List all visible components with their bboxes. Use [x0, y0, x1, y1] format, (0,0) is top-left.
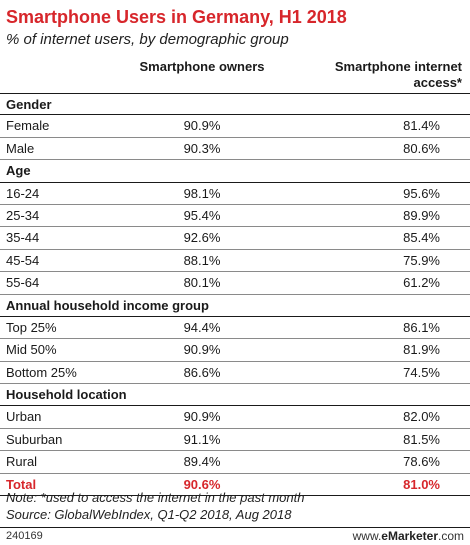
- chart-subtitle: % of internet users, by demographic grou…: [6, 31, 289, 48]
- brand-prefix: www.: [352, 529, 382, 543]
- cell-smartphone-owners: 80.1%: [183, 275, 221, 291]
- row-label: Urban: [6, 409, 42, 425]
- table-group-header: Age: [0, 160, 470, 183]
- brand-name: eMarketer: [381, 529, 438, 543]
- row-label: 35-44: [6, 230, 40, 246]
- table-row: 55-64 80.1% 61.2%: [0, 272, 470, 295]
- row-label: Rural: [6, 454, 38, 470]
- cell-smartphone-internet-access: 80.6%: [403, 140, 440, 156]
- column-header-smartphone-owners: Smartphone owners: [139, 59, 265, 74]
- cell-smartphone-owners: 88.1%: [183, 252, 221, 268]
- row-label: 55-64: [6, 275, 40, 291]
- table-row: Top 25% 94.4% 86.1%: [0, 317, 470, 340]
- cell-smartphone-internet-access: 81.0%: [403, 476, 440, 492]
- chart-source: Source: GlobalWebIndex, Q1-Q2 2018, Aug …: [6, 507, 292, 522]
- chart-note: Note: *used to access the internet in th…: [6, 490, 305, 505]
- row-label: Age: [6, 163, 31, 179]
- data-table: Gender Female 90.9% 81.4% Male 90.3% 80.6% Age 1…: [0, 93, 470, 497]
- cell-smartphone-internet-access: 81.9%: [403, 342, 440, 358]
- chart-title: Smartphone Users in Germany, H1 2018: [6, 7, 347, 27]
- row-label: Gender: [6, 97, 52, 112]
- cell-smartphone-owners: 98.1%: [183, 185, 221, 201]
- cell-smartphone-owners: 90.9%: [183, 409, 221, 425]
- brand-suffix: .com: [437, 529, 464, 543]
- table-row: Bottom 25% 86.6% 74.5%: [0, 362, 470, 385]
- cell-smartphone-internet-access: 61.2%: [403, 275, 440, 291]
- row-label: Suburban: [6, 431, 63, 447]
- cell-smartphone-internet-access: 82.0%: [403, 409, 440, 425]
- chart-id: 240169: [6, 530, 43, 542]
- cell-smartphone-internet-access: 81.5%: [403, 431, 440, 447]
- table-total-row: Total 90.6% 81.0%: [0, 474, 470, 497]
- footer-divider: [0, 527, 470, 528]
- table-row: Suburban 91.1% 81.5%: [0, 429, 470, 452]
- row-label: Female: [6, 118, 50, 134]
- table-row: 45-54 88.1% 75.9%: [0, 250, 470, 273]
- cell-smartphone-owners: 90.9%: [183, 342, 221, 358]
- row-label: Total: [6, 476, 37, 492]
- column-header-smartphone-internet-access: Smartphone internet access*: [334, 59, 462, 90]
- table-row: Rural 89.4% 78.6%: [0, 451, 470, 474]
- row-label: 16-24: [6, 185, 40, 201]
- cell-smartphone-owners: 90.6%: [183, 476, 221, 492]
- row-label: Bottom 25%: [6, 364, 77, 380]
- table-group-header: Gender: [0, 93, 470, 116]
- cell-smartphone-owners: 89.4%: [183, 454, 221, 470]
- cell-smartphone-owners: 86.6%: [183, 364, 221, 380]
- cell-smartphone-internet-access: 86.1%: [403, 319, 440, 335]
- cell-smartphone-internet-access: 85.4%: [403, 230, 440, 246]
- table-group-header: Household location: [0, 384, 470, 407]
- row-label: 25-34: [6, 207, 40, 223]
- cell-smartphone-owners: 90.3%: [183, 140, 221, 156]
- cell-smartphone-internet-access: 95.6%: [403, 185, 440, 201]
- row-label: Mid 50%: [6, 342, 57, 358]
- cell-smartphone-owners: 92.6%: [183, 230, 221, 246]
- row-label: Annual household income group: [6, 297, 209, 313]
- cell-smartphone-internet-access: 75.9%: [403, 252, 440, 268]
- cell-smartphone-internet-access: 74.5%: [403, 364, 440, 380]
- cell-smartphone-internet-access: 89.9%: [403, 207, 440, 223]
- cell-smartphone-owners: 90.9%: [183, 118, 221, 134]
- table-row: 35-44 92.6% 85.4%: [0, 227, 470, 250]
- row-label: Male: [6, 140, 35, 156]
- emarketer-logo: www.eMarketer.com: [353, 529, 464, 543]
- table-row: 25-34 95.4% 89.9%: [0, 205, 470, 228]
- row-label: Household location: [6, 387, 127, 403]
- cell-smartphone-owners: 94.4%: [183, 319, 221, 335]
- table-row: 16-24 98.1% 95.6%: [0, 183, 470, 205]
- table-row: Mid 50% 90.9% 81.9%: [0, 339, 470, 362]
- cell-smartphone-owners: 91.1%: [183, 431, 221, 447]
- cell-smartphone-internet-access: 78.6%: [403, 454, 440, 470]
- table-group-header: Annual household income group: [0, 295, 470, 317]
- table-row: Female 90.9% 81.4%: [0, 115, 470, 138]
- cell-smartphone-internet-access: 81.4%: [403, 118, 440, 134]
- row-label: 45-54: [6, 252, 40, 268]
- table-row: Urban 90.9% 82.0%: [0, 406, 470, 429]
- row-label: Top 25%: [6, 319, 57, 335]
- cell-smartphone-owners: 95.4%: [183, 207, 221, 223]
- table-row: Male 90.3% 80.6%: [0, 138, 470, 161]
